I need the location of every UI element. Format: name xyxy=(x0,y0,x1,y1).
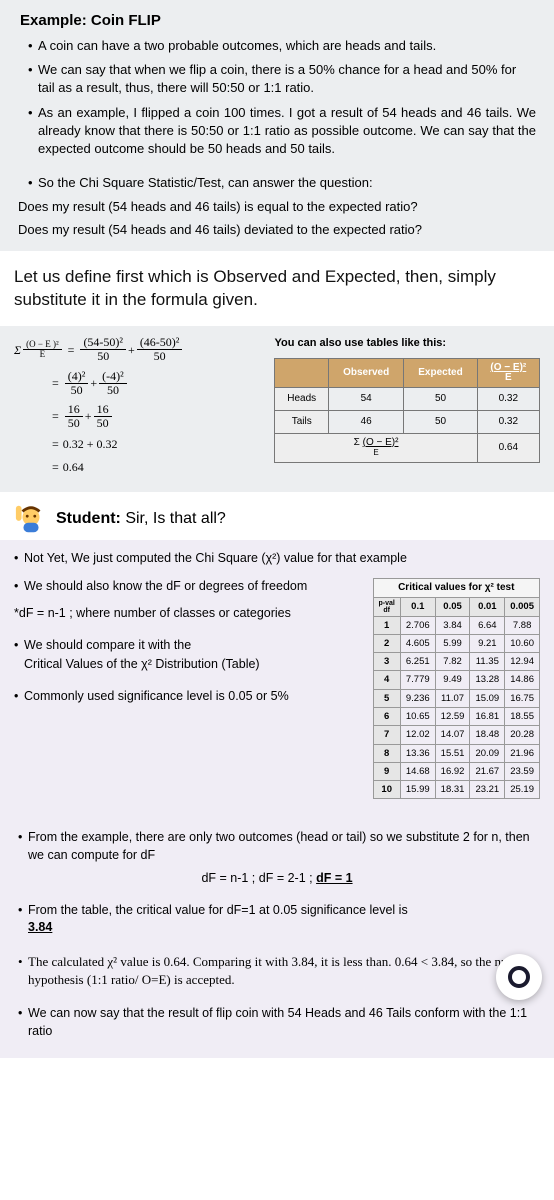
calculation-table: Observed Expected (O − E)²E Heads 54 50 … xyxy=(274,358,540,463)
bullet-item: •We can say that when we flip a coin, th… xyxy=(28,61,536,97)
bullet-item: •We should also know the dF or degrees o… xyxy=(14,578,365,596)
critical-values-table: Critical values for χ² test p-valdf 0.1 … xyxy=(373,578,540,800)
bullet-item: •The calculated χ² value is 0.64. Compar… xyxy=(18,953,536,989)
df-computation: dF = n-1 ; dF = 2-1 ; dF = 1 xyxy=(18,870,536,888)
bullet-item: •From the example, there are only two ou… xyxy=(18,829,536,864)
define-intro: Let us define first which is Observed an… xyxy=(0,251,554,327)
raised-hand-icon xyxy=(14,502,48,536)
chat-icon xyxy=(508,966,530,988)
bullet-item: •We should compare it with the xyxy=(14,637,365,655)
explanation-section: •Not Yet, We just computed the Chi Squar… xyxy=(0,540,554,817)
question-1: Does my result (54 heads and 46 tails) i… xyxy=(18,198,536,216)
question-2: Does my result (54 heads and 46 tails) d… xyxy=(18,221,536,239)
example-title: Example: Coin FLIP xyxy=(20,10,536,31)
formula-line-4: = 0.32 + 0.32 xyxy=(14,436,266,453)
formula-line-3: = 1650 + 1650 xyxy=(14,403,266,430)
example-section: Example: Coin FLIP •A coin can have a tw… xyxy=(0,0,554,251)
student-question: Student: Sir, Is that all? xyxy=(0,492,554,540)
chat-fab-button[interactable] xyxy=(496,954,542,1000)
bullet-item: •As an example, I flipped a coin 100 tim… xyxy=(28,104,536,159)
question-intro: •So the Chi Square Statistic/Test, can a… xyxy=(28,174,536,192)
bullet-item: •We can now say that the result of flip … xyxy=(18,1005,536,1040)
bullet-item: •Not Yet, We just computed the Chi Squar… xyxy=(14,550,540,568)
formula-line-1: Σ (O − E )²E = (54-50)²50 + (46-50)²50 xyxy=(14,336,266,363)
formula-line-5: = 0.64 xyxy=(14,459,266,476)
conclusion-section: •From the example, there are only two ou… xyxy=(0,817,554,1058)
bullet-item: •From the table, the critical value for … xyxy=(18,902,536,937)
bullet-item: •A coin can have a two probable outcomes… xyxy=(28,37,536,55)
table-hint: You can also use tables like this: xyxy=(274,336,540,351)
bullet-item: •Commonly used significance level is 0.0… xyxy=(14,688,365,706)
formula-line-2: = (4)²50 + (-4)²50 xyxy=(14,370,266,397)
formula-section: Σ (O − E )²E = (54-50)²50 + (46-50)²50 =… xyxy=(0,326,554,492)
